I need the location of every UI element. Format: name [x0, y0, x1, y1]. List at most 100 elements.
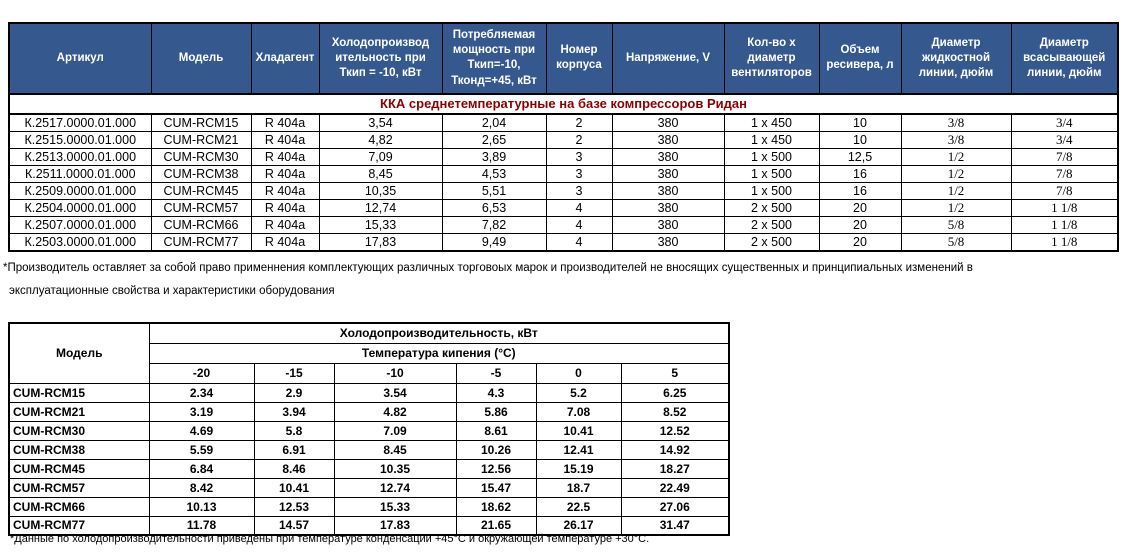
table-cell: CUM-RCM66 [8, 496, 150, 517]
table-cell: 15,33 [318, 215, 443, 234]
spec-col-cooling-capacity: Холодопроизвод ительность при Ткип = -10… [318, 22, 443, 95]
table-cell: 18.27 [620, 458, 730, 479]
table-cell: 6.25 [620, 382, 730, 403]
table-cell: 3/4 [1010, 130, 1119, 149]
table-cell: 22.5 [535, 496, 622, 517]
table-cell: 3/8 [900, 130, 1012, 149]
table-cell: 8.45 [333, 439, 457, 460]
temp-col-0: 0 [535, 362, 622, 384]
table-cell: 1 x 450 [723, 130, 820, 149]
table-cell: 1 x 450 [723, 113, 820, 132]
table-cell: 20 [818, 232, 902, 252]
table-cell: CUM-RCM45 [150, 181, 252, 200]
table-row: К.2507.0000.01.000 CUM-RCM66 R 404a 15,33 7,… [8, 215, 1119, 234]
table-cell: 2 [545, 113, 613, 132]
spec-table-body: К.2517.0000.01.000 CUM-RCM15 R 404a 3,54 2,0… [8, 113, 1119, 252]
table-cell: R 404a [250, 232, 320, 252]
temp-col-minus20: -20 [148, 362, 255, 384]
table-cell: CUM-RCM30 [8, 420, 150, 441]
table-row: К.2504.0000.01.000 CUM-RCM57 R 404a 12,74 6,… [8, 198, 1119, 217]
table-cell: CUM-RCM15 [150, 113, 252, 132]
table-cell: 2.34 [148, 382, 255, 403]
table-row: CUM-RCM77 11.78 14.57 17.83 21.65 26.17 31.47 [8, 515, 730, 536]
table-cell: 3 [545, 164, 613, 183]
table-cell: 15.47 [455, 477, 537, 498]
table-cell: 21.65 [455, 515, 537, 536]
table-cell: 3,54 [318, 113, 443, 132]
table-cell: 27.06 [620, 496, 730, 517]
table-cell: 1 1/8 [1010, 215, 1119, 234]
table-cell: 6.91 [253, 439, 335, 460]
spec-col-power-consumption: Потребляемая мощность при Ткип=-10, Ткон… [441, 22, 547, 95]
table-cell: 2 x 500 [723, 198, 820, 217]
capacity-header-row-2: Температура кипения (°С) [9, 342, 730, 364]
table-cell: CUM-RCM77 [150, 232, 252, 252]
spec-col-voltage: Напряжение, V [611, 22, 725, 95]
temp-col-minus10: -10 [333, 362, 457, 384]
table-row: CUM-RCM57 8.42 10.41 12.74 15.47 18.7 22.49 [8, 477, 730, 498]
table-cell: 380 [611, 198, 725, 217]
capacity-col-model: Модель [8, 322, 150, 384]
section-title: ККА среднетемпературные на базе компресс… [8, 92, 1119, 115]
table-cell: 26.17 [535, 515, 622, 536]
table-row: К.2515.0000.01.000 CUM-RCM21 R 404a 4,82 2,6… [8, 130, 1119, 149]
table-cell: 380 [611, 215, 725, 234]
table-cell: 20 [818, 198, 902, 217]
manufacturer-note-line2: эксплуатационные свойства и характеристи… [9, 285, 335, 297]
table-row: К.2511.0000.01.000 CUM-RCM38 R 404a 8,45 4,5… [8, 164, 1119, 183]
table-row: CUM-RCM45 6.84 8.46 10.35 12.56 15.19 18.27 [8, 458, 730, 479]
table-row: CUM-RCM15 2.34 2.9 3.54 4.3 5.2 6.25 [8, 382, 730, 403]
table-row: CUM-RCM30 4.69 5.8 7.09 8.61 10.41 12.52 [8, 420, 730, 441]
table-cell: CUM-RCM15 [8, 382, 150, 403]
table-cell: CUM-RCM21 [150, 130, 252, 149]
spec-col-fans: Кол-во х диаметр вентиляторов [723, 22, 820, 95]
table-cell: R 404a [250, 113, 320, 132]
table-cell: К.2503.0000.01.000 [8, 232, 152, 252]
table-cell: 3.54 [333, 382, 457, 403]
table-cell: 18.7 [535, 477, 622, 498]
table-cell: 4.69 [148, 420, 255, 441]
table-cell: К.2517.0000.01.000 [8, 113, 152, 132]
capacity-temp-header: Температура кипения (°С) [148, 342, 730, 364]
table-cell: 1/2 [900, 164, 1012, 183]
table-cell: 7/8 [1010, 147, 1119, 166]
table-cell: 7,09 [318, 147, 443, 166]
spec-col-case-number: Номер корпуса [545, 22, 613, 95]
temp-col-minus5: -5 [455, 362, 537, 384]
table-cell: 8,45 [318, 164, 443, 183]
table-cell: 4,53 [441, 164, 547, 183]
table-cell: 3.94 [253, 401, 335, 422]
table-cell: К.2509.0000.01.000 [8, 181, 152, 200]
table-cell: 2,04 [441, 113, 547, 132]
table-row: CUM-RCM66 10.13 12.53 15.33 18.62 22.5 27.06 [8, 496, 730, 517]
table-row: CUM-RCM38 5.59 6.91 8.45 10.26 12.41 14.92 [8, 439, 730, 460]
capacity-table-header: Модель Холодопроизводительность, кВт Тем… [8, 322, 730, 384]
table-cell: 380 [611, 113, 725, 132]
spec-header-row: Артикул Модель Хладагент Холодопроизвод … [8, 22, 1119, 95]
table-cell: 20 [818, 215, 902, 234]
table-cell: CUM-RCM57 [8, 477, 150, 498]
table-cell: 12.74 [333, 477, 457, 498]
spec-table-header: Артикул Модель Хладагент Холодопроизвод … [8, 22, 1119, 95]
table-cell: CUM-RCM57 [150, 198, 252, 217]
table-cell: 380 [611, 181, 725, 200]
table-cell: 18.62 [455, 496, 537, 517]
table-cell: 5/8 [900, 215, 1012, 234]
table-cell: 14.57 [253, 515, 335, 536]
table-cell: 3/8 [900, 113, 1012, 132]
table-cell: 10.26 [455, 439, 537, 460]
table-cell: 10.41 [253, 477, 335, 498]
table-cell: 12,74 [318, 198, 443, 217]
table-cell: 7.08 [535, 401, 622, 422]
spec-col-suction-line: Диаметр всасывающей линии, дюйм [1010, 22, 1119, 95]
table-row: К.2509.0000.01.000 CUM-RCM45 R 404a 10,35 5,… [8, 181, 1119, 200]
table-cell: 4,82 [318, 130, 443, 149]
capacity-table: Модель Холодопроизводительность, кВт Тем… [8, 322, 731, 536]
table-cell: 8.52 [620, 401, 730, 422]
table-cell: 5.59 [148, 439, 255, 460]
table-cell: К.2511.0000.01.000 [8, 164, 152, 183]
table-cell: 380 [611, 130, 725, 149]
table-cell: 4 [545, 198, 613, 217]
capacity-header-row-1: Модель Холодопроизводительность, кВт [8, 322, 730, 384]
